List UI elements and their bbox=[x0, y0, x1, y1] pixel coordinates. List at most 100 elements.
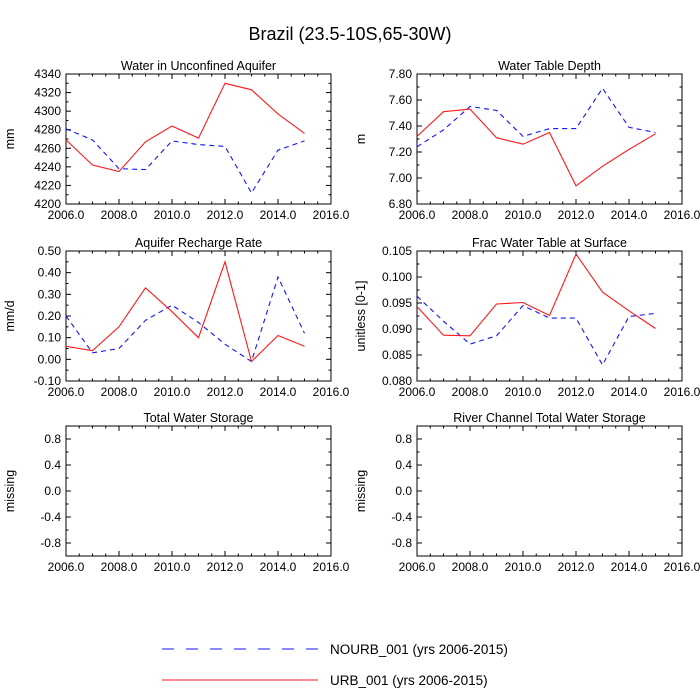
y-tick-label: 0.4 bbox=[44, 458, 61, 472]
y-tick-label: 4300 bbox=[34, 104, 61, 118]
y-tick-label: 4260 bbox=[34, 141, 61, 155]
y-tick-label: 0.105 bbox=[382, 244, 412, 258]
x-tick-label: 2006.0 bbox=[48, 560, 85, 574]
x-tick-label: 2016.0 bbox=[664, 560, 700, 574]
x-tick-label: 2014.0 bbox=[611, 560, 648, 574]
y-axis-label: m bbox=[354, 134, 368, 144]
y-tick-label: 4240 bbox=[34, 160, 61, 174]
series-line-urb-001 bbox=[65, 82, 305, 173]
x-tick-label: 2012.0 bbox=[558, 560, 595, 574]
x-tick-label: 2012.0 bbox=[207, 208, 244, 222]
series-line-nourb-001 bbox=[65, 275, 305, 363]
y-axis-label: unitless [0-1] bbox=[354, 281, 368, 352]
series-line-urb-001 bbox=[416, 252, 656, 337]
x-tick-label: 2014.0 bbox=[260, 560, 297, 574]
y-tick-label: 4340 bbox=[34, 67, 61, 81]
x-tick-label: 2008.0 bbox=[101, 385, 138, 399]
y-tick-label: 4320 bbox=[34, 86, 61, 100]
series-line-nourb-001 bbox=[416, 295, 656, 367]
chart-panel-water-in-unconfined-aquifer: Water in Unconfined Aquifer mm 2006.0 2008.… bbox=[3, 59, 350, 222]
plot-frame bbox=[65, 425, 332, 557]
x-tick-label: 2014.0 bbox=[260, 208, 297, 222]
y-tick-label: 0.00 bbox=[38, 352, 62, 366]
y-tick-label: 0.40 bbox=[38, 266, 62, 280]
y-tick-label: 4280 bbox=[34, 123, 61, 137]
y-axis-label: mm bbox=[3, 129, 17, 150]
x-tick-label: 2016.0 bbox=[313, 385, 350, 399]
y-tick-label: 7.80 bbox=[389, 67, 413, 81]
y-tick-label: 0.0 bbox=[44, 484, 61, 498]
legend-label-nourb: NOURB_001 (yrs 2006-2015) bbox=[330, 642, 508, 657]
y-tick-label: 4220 bbox=[34, 178, 61, 192]
plot-frame bbox=[416, 73, 683, 205]
panel-title: Water in Unconfined Aquifer bbox=[121, 59, 276, 73]
panel-title: Aquifer Recharge Rate bbox=[135, 236, 262, 250]
y-tick-label: 0.090 bbox=[382, 322, 412, 336]
x-tick-label: 2008.0 bbox=[101, 208, 138, 222]
x-tick-label: 2012.0 bbox=[558, 208, 595, 222]
y-tick-label: 7.40 bbox=[389, 119, 413, 133]
panel-title: River Channel Total Water Storage bbox=[453, 411, 646, 425]
plot-frame bbox=[65, 73, 332, 205]
y-tick-label: 6.80 bbox=[389, 197, 413, 211]
panel-title: Water Table Depth bbox=[498, 59, 601, 73]
x-tick-label: 2010.0 bbox=[154, 560, 191, 574]
chart-panel-water-table-depth: Water Table Depth m 2006.0 2008.0 2010.0 2012… bbox=[354, 59, 700, 222]
x-tick-label: 2006.0 bbox=[48, 208, 85, 222]
y-tick-label: -0.4 bbox=[391, 510, 412, 524]
y-tick-label: 7.00 bbox=[389, 171, 413, 185]
x-tick-label: 2006.0 bbox=[399, 560, 436, 574]
x-tick-label: 2006.0 bbox=[48, 385, 85, 399]
y-tick-label: 0.0 bbox=[395, 484, 412, 498]
legend-label-urb: URB_001 (yrs 2006-2015) bbox=[330, 673, 488, 688]
y-tick-label: -0.8 bbox=[391, 536, 412, 550]
y-tick-label: 0.30 bbox=[38, 287, 62, 301]
panel-title: Total Water Storage bbox=[143, 411, 253, 425]
y-tick-label: 0.10 bbox=[38, 331, 62, 345]
series-line-urb-001 bbox=[416, 108, 656, 187]
y-tick-label: 0.100 bbox=[382, 270, 412, 284]
y-tick-label: 0.080 bbox=[382, 374, 412, 388]
x-tick-label: 2012.0 bbox=[207, 385, 244, 399]
plot-frame bbox=[416, 425, 683, 557]
y-tick-label: 7.60 bbox=[389, 93, 413, 107]
x-tick-label: 2012.0 bbox=[558, 385, 595, 399]
x-tick-label: 2014.0 bbox=[611, 385, 648, 399]
x-tick-label: 2016.0 bbox=[313, 208, 350, 222]
y-tick-label: -0.8 bbox=[40, 536, 61, 550]
x-tick-label: 2016.0 bbox=[664, 208, 700, 222]
x-tick-label: 2016.0 bbox=[313, 560, 350, 574]
x-tick-label: 2014.0 bbox=[611, 208, 648, 222]
x-tick-label: 2010.0 bbox=[505, 385, 542, 399]
chart-panel-total-water-storage: Total Water Storage missing 2006.0 2008.0 20… bbox=[3, 411, 350, 574]
panel-grid: Water in Unconfined Aquifer mm 2006.0 2008.… bbox=[3, 59, 700, 574]
y-tick-label: -0.4 bbox=[40, 510, 61, 524]
legend: NOURB_001 (yrs 2006-2015) URB_001 (yrs 2… bbox=[162, 642, 508, 688]
y-tick-label: 7.20 bbox=[389, 145, 413, 159]
y-tick-label: 0.095 bbox=[382, 296, 412, 310]
x-tick-label: 2014.0 bbox=[260, 385, 297, 399]
x-tick-label: 2008.0 bbox=[101, 560, 138, 574]
y-tick-label: 0.20 bbox=[38, 309, 62, 323]
x-tick-label: 2010.0 bbox=[505, 560, 542, 574]
y-tick-label: 0.8 bbox=[44, 432, 61, 446]
x-tick-label: 2012.0 bbox=[207, 560, 244, 574]
figure-title: Brazil (23.5-10S,65-30W) bbox=[248, 24, 451, 44]
chart-panel-river-channel-total-water-storage: River Channel Total Water Storage missing… bbox=[354, 411, 700, 574]
y-tick-label: 0.4 bbox=[395, 458, 412, 472]
x-tick-label: 2008.0 bbox=[452, 208, 489, 222]
y-axis-label: missing bbox=[354, 470, 368, 512]
y-tick-label: 4200 bbox=[34, 197, 61, 211]
y-tick-label: 0.8 bbox=[395, 432, 412, 446]
y-tick-label: 0.50 bbox=[38, 244, 62, 258]
x-tick-label: 2008.0 bbox=[452, 560, 489, 574]
chart-panel-frac-water-table-at-surface: Frac Water Table at Surface unitless [0-1… bbox=[354, 236, 700, 399]
y-tick-label: -0.10 bbox=[34, 374, 62, 388]
plot-frame bbox=[65, 250, 332, 382]
panel-title: Frac Water Table at Surface bbox=[472, 236, 627, 250]
series-line-nourb-001 bbox=[416, 87, 656, 148]
y-axis-label: missing bbox=[3, 470, 17, 512]
series-line-nourb-001 bbox=[65, 128, 305, 194]
y-axis-label: mm/d bbox=[3, 300, 17, 331]
